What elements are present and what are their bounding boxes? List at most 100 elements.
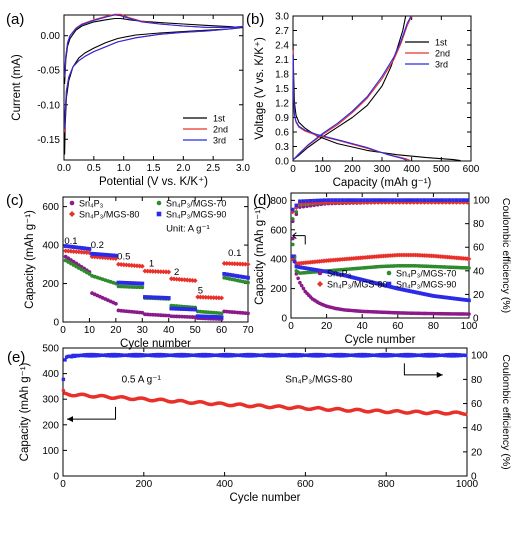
y-tick-label: 2.4 (275, 41, 289, 52)
y-tick-label: 2.1 (275, 55, 289, 66)
y-tick-label: 500 (42, 344, 59, 355)
panel-label: (c) (6, 192, 24, 209)
x-tick-label: 60 (216, 325, 228, 336)
x-tick-label: 10 (84, 325, 96, 336)
data-point (299, 283, 304, 288)
data-point (298, 280, 302, 285)
data-point (222, 272, 227, 276)
data-point (408, 198, 413, 202)
y-tick-label: 3.0 (275, 12, 289, 23)
y-axis-label: Current (mA) (11, 54, 23, 121)
y-tick-label: 400 (270, 255, 287, 266)
data-point (106, 253, 110, 257)
data-point (394, 198, 398, 202)
legend-label: Sn₄P₃/MGS-70 (396, 269, 456, 279)
rate-label: 0.2 (91, 240, 104, 251)
data-point (290, 236, 295, 241)
data-point (227, 272, 232, 277)
data-point (301, 201, 306, 206)
data-point (197, 294, 203, 300)
y-tick-label: 0 (53, 472, 59, 483)
unit-label: Unit: A g⁻¹ (166, 224, 210, 235)
data-point (386, 200, 392, 205)
data-point (84, 246, 89, 251)
y2-tick-label: 80 (471, 375, 483, 386)
data-point (347, 198, 352, 202)
y2-tick-label: 100 (471, 351, 488, 362)
y-tick-label: 0.6 (275, 128, 289, 139)
legend-label: 3rd (213, 136, 226, 146)
y2-tick-label: 20 (471, 447, 483, 458)
data-point (100, 252, 105, 257)
data-point (214, 315, 219, 319)
y2-tick-label: 0 (471, 472, 477, 483)
data-point (467, 266, 471, 270)
data-point (317, 281, 323, 287)
x-tick-label: 1000 (456, 479, 479, 490)
x-tick-label: 1.0 (117, 163, 131, 174)
y2-tick-label: 100 (473, 196, 490, 207)
data-point (164, 295, 168, 300)
y-tick-label: 300 (42, 395, 59, 406)
panel-label: (b) (246, 11, 264, 28)
data-point (294, 203, 299, 208)
x-axis-label: Capacity (mAh g⁻¹) (333, 177, 432, 189)
y-tick-label: 200 (42, 420, 59, 431)
data-point (362, 198, 366, 202)
y-tick-label: 600 (42, 202, 59, 213)
data-point (108, 253, 113, 258)
data-point (315, 198, 320, 203)
data-point (351, 198, 356, 202)
data-point (386, 281, 392, 287)
data-point (326, 198, 331, 202)
x-tick-label: 2.0 (176, 163, 190, 174)
data-point (150, 295, 155, 300)
legend-label: Sn₄P₃/MGS-90 (396, 280, 456, 290)
data-point (176, 276, 182, 282)
data-point (444, 198, 448, 202)
y-tick-label: 200 (42, 279, 59, 290)
rate-label: 0.1 (64, 236, 77, 247)
data-point (297, 201, 303, 206)
data-point (208, 295, 214, 301)
data-point (330, 198, 334, 202)
data-point (237, 261, 243, 267)
data-point (383, 198, 388, 202)
data-point (129, 281, 134, 286)
data-point (412, 198, 416, 202)
data-point (390, 200, 395, 205)
data-point (290, 242, 295, 247)
ce-point (61, 377, 66, 382)
data-point (156, 200, 162, 206)
data-point (124, 280, 129, 285)
series-line (64, 14, 244, 129)
rate-label: 2 (174, 267, 179, 278)
plot-frame (62, 196, 249, 323)
data-point (163, 269, 169, 275)
data-point (376, 198, 381, 202)
data-point (87, 272, 92, 276)
x-tick-label: 0 (290, 164, 296, 175)
data-point (461, 200, 466, 205)
y-tick-label: 800 (270, 196, 287, 207)
x-tick-label: 300 (374, 164, 391, 175)
plot-frame (62, 347, 468, 477)
panel-b: (b) 0 100 200 300 400 500 600 0.0 0.3 0.6 0.9 1.2 1.5… (246, 11, 480, 189)
y-tick-label: 200 (270, 284, 287, 295)
data-point (450, 200, 456, 205)
data-point (246, 311, 250, 316)
data-point (238, 274, 242, 279)
x-tick-label: 100 (314, 164, 331, 175)
data-point (145, 268, 151, 274)
y-tick-label: 0 (281, 314, 287, 325)
legend-label: 2nd (435, 49, 450, 59)
data-point (224, 260, 230, 266)
data-point (209, 314, 213, 319)
data-point (69, 244, 73, 249)
data-point (344, 198, 348, 202)
data-point (116, 280, 121, 285)
x-tick-label: 3.0 (236, 163, 250, 174)
data-point (166, 296, 171, 300)
x-axis-label: Cycle number (345, 334, 416, 346)
data-point (113, 301, 118, 306)
